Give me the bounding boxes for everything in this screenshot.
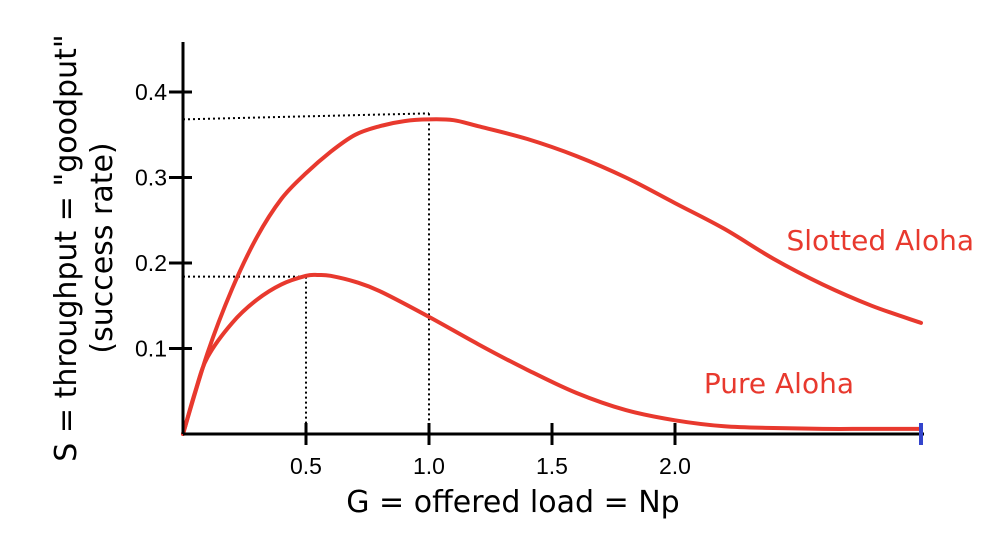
series-line-slotted-aloha (181, 117, 923, 436)
reference-lines (182, 112, 430, 434)
series-label-pure-aloha: Pure Aloha (704, 367, 854, 400)
x-tick-label-0.5: 0.5 (290, 453, 322, 479)
x-tick-label-1.5: 1.5 (536, 453, 568, 479)
x-tick-label-1.0: 1.0 (413, 453, 445, 479)
y-tick-label-0.3: 0.3 (135, 165, 167, 191)
series-labels: Slotted Aloha Pure Aloha (704, 224, 974, 400)
x-tick-label-2.0: 2.0 (659, 453, 691, 479)
peak-guide-horizontal-2 (182, 112, 430, 121)
y-axis-title-line-2: (success rate) (85, 142, 120, 353)
series-lines (181, 117, 923, 436)
y-axis-title-line-1: S = throughput = "goodput" (49, 34, 84, 461)
tick-marks: 0.1 0.2 0.3 0.4 0.5 1.0 1.5 2.0 (135, 79, 923, 479)
y-tick-label-0.4: 0.4 (135, 79, 167, 105)
series-line-pure-aloha (181, 272, 923, 436)
labels: G = offered load = Np S = throughput = "… (49, 34, 680, 520)
y-tick-label-0.1: 0.1 (135, 336, 167, 362)
series-label-slotted-aloha: Slotted Aloha (786, 224, 974, 257)
x-axis-title: G = offered load = Np (346, 485, 679, 520)
y-tick-label-0.2: 0.2 (135, 250, 167, 276)
